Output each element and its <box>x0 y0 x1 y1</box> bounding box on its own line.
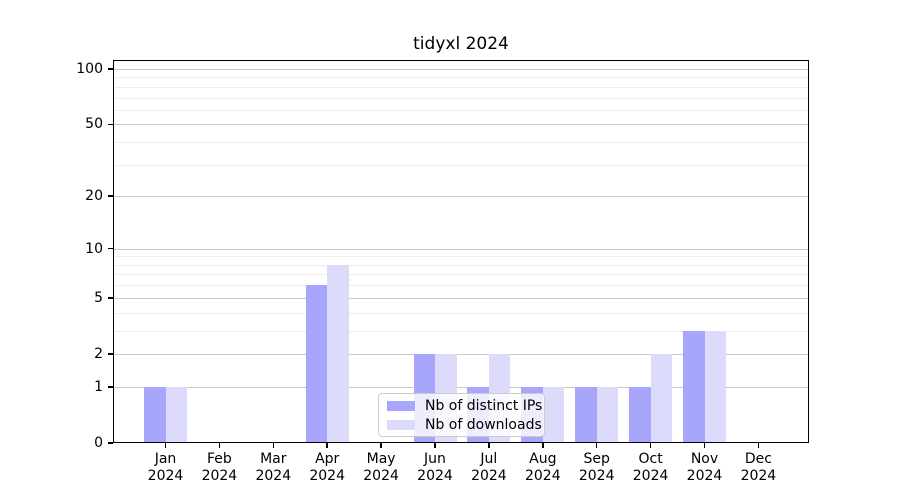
legend-label-downloads: Nb of downloads <box>425 416 542 433</box>
bar-distinct-ips-sep <box>575 386 597 443</box>
x-tick-label-jun: Jun 2024 <box>417 451 453 484</box>
x-tick-label-apr: Apr 2024 <box>309 451 346 484</box>
y-tick-label-2: 2 <box>94 345 103 362</box>
legend-swatch-distinct-ips <box>387 400 415 411</box>
bar-distinct-ips-oct <box>629 386 651 443</box>
gridline-major-10 <box>113 248 809 250</box>
x-tick-mark-jun <box>434 443 436 448</box>
gridline-major-50 <box>113 124 809 126</box>
x-tick-mark-jul <box>488 443 490 448</box>
gridline-minor-60 <box>113 109 809 111</box>
x-tick-mark-sep <box>595 443 598 448</box>
bar-downloads-jan <box>165 386 187 443</box>
x-tick-mark-dec <box>757 443 760 448</box>
y-tick-mark-2 <box>108 353 113 355</box>
x-tick-label-oct: Oct 2024 <box>632 451 669 484</box>
gridline-minor-9 <box>113 256 809 258</box>
gridline-minor-40 <box>113 142 809 144</box>
y-tick-label-50: 50 <box>85 116 103 133</box>
x-tick-label-dec: Dec 2024 <box>740 451 777 484</box>
legend: Nb of distinct IPs Nb of downloads <box>378 393 545 437</box>
y-tick-label-100: 100 <box>76 61 103 77</box>
y-tick-mark-10 <box>108 247 113 250</box>
gridline-minor-3 <box>113 330 809 332</box>
bar-distinct-ips-jan <box>144 386 166 443</box>
y-tick-label-10: 10 <box>85 240 103 257</box>
x-tick-label-mar: Mar 2024 <box>255 451 292 484</box>
y-tick-mark-5 <box>108 296 113 299</box>
bar-downloads-nov <box>704 330 726 443</box>
x-tick-mark-apr <box>326 443 328 448</box>
x-tick-label-jan: Jan 2024 <box>147 451 184 484</box>
y-tick-label-5: 5 <box>94 289 103 306</box>
gridline-minor-90 <box>113 77 809 79</box>
legend-swatch-downloads <box>387 419 415 430</box>
gridline-minor-80 <box>113 86 809 88</box>
gridline-major-1 <box>113 386 809 388</box>
gridline-minor-8 <box>113 264 809 266</box>
bar-downloads-oct <box>650 353 673 443</box>
y-tick-mark-0 <box>108 442 113 444</box>
gridline-major-2 <box>113 353 809 355</box>
legend-item-downloads: Nb of downloads <box>387 417 542 433</box>
y-tick-mark-1 <box>108 386 113 388</box>
x-tick-mark-may <box>380 443 382 448</box>
y-tick-label-20: 20 <box>85 188 103 205</box>
y-tick-label-1: 1 <box>94 378 103 395</box>
y-tick-label-0: 0 <box>94 435 103 451</box>
bar-downloads-sep <box>596 386 619 443</box>
legend-item-distinct-ips: Nb of distinct IPs <box>387 398 542 414</box>
x-tick-label-jul: Jul 2024 <box>471 451 507 484</box>
x-tick-mark-feb <box>218 443 221 448</box>
gridline-major-20 <box>113 196 809 198</box>
x-tick-label-sep: Sep 2024 <box>578 451 615 484</box>
bar-downloads-apr <box>327 264 349 443</box>
bar-distinct-ips-nov <box>683 330 705 443</box>
gridline-minor-4 <box>113 312 809 314</box>
x-tick-mark-mar <box>272 443 275 448</box>
x-tick-label-feb: Feb 2024 <box>201 451 238 484</box>
x-tick-label-nov: Nov 2024 <box>686 451 723 484</box>
gridline-major-5 <box>113 297 809 299</box>
chart-title: tidyxl 2024 <box>413 34 509 54</box>
gridline-minor-30 <box>113 164 809 166</box>
y-tick-mark-50 <box>108 123 113 126</box>
gridline-minor-6 <box>113 285 809 287</box>
bar-downloads-aug <box>542 386 565 443</box>
x-tick-label-may: May 2024 <box>363 451 399 484</box>
x-tick-mark-nov <box>703 443 706 448</box>
x-tick-mark-oct <box>649 443 652 448</box>
y-tick-mark-20 <box>108 195 113 198</box>
gridline-major-100 <box>113 69 809 70</box>
bar-distinct-ips-apr <box>305 285 328 443</box>
legend-label-distinct-ips: Nb of distinct IPs <box>425 397 543 414</box>
x-tick-label-aug: Aug 2024 <box>524 451 561 484</box>
x-tick-mark-aug <box>542 443 544 448</box>
y-tick-mark-100 <box>108 68 113 70</box>
gridline-minor-70 <box>113 97 809 99</box>
gridline-minor-7 <box>113 274 809 276</box>
x-tick-mark-jan <box>164 443 167 448</box>
